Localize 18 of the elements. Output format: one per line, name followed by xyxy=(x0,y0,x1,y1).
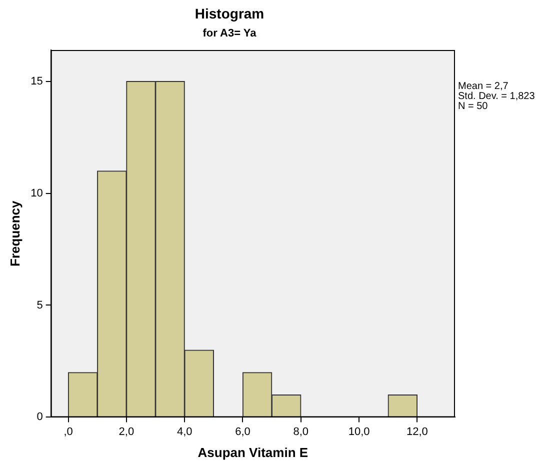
x-tick-label: ,0 xyxy=(64,426,73,438)
y-tick-label: 5 xyxy=(36,299,43,312)
y-axis-title: Frequency xyxy=(7,200,22,266)
chart-subtitle: for A3= Ya xyxy=(202,27,258,40)
y-tick-label: 0 xyxy=(36,411,43,424)
x-tick-label: 8,0 xyxy=(293,426,309,438)
text: Mean = 2,7 xyxy=(458,80,509,92)
x-tick-label: 10,0 xyxy=(348,426,370,438)
x-tick-label: 6,0 xyxy=(235,426,250,438)
x-tick-label: 2,0 xyxy=(118,426,134,438)
x-tick-label: 4,0 xyxy=(176,426,192,438)
chart-title: Histogram xyxy=(194,5,264,22)
text: Std. Dev. = 1,823 xyxy=(458,90,536,102)
x-axis-title: Asupan Vitamin E xyxy=(198,444,308,460)
y-tick-label: 10 xyxy=(30,187,43,200)
text: N = 50 xyxy=(458,100,488,112)
y-tick-label: 15 xyxy=(30,75,43,88)
x-tick-label: 12,0 xyxy=(406,426,428,438)
